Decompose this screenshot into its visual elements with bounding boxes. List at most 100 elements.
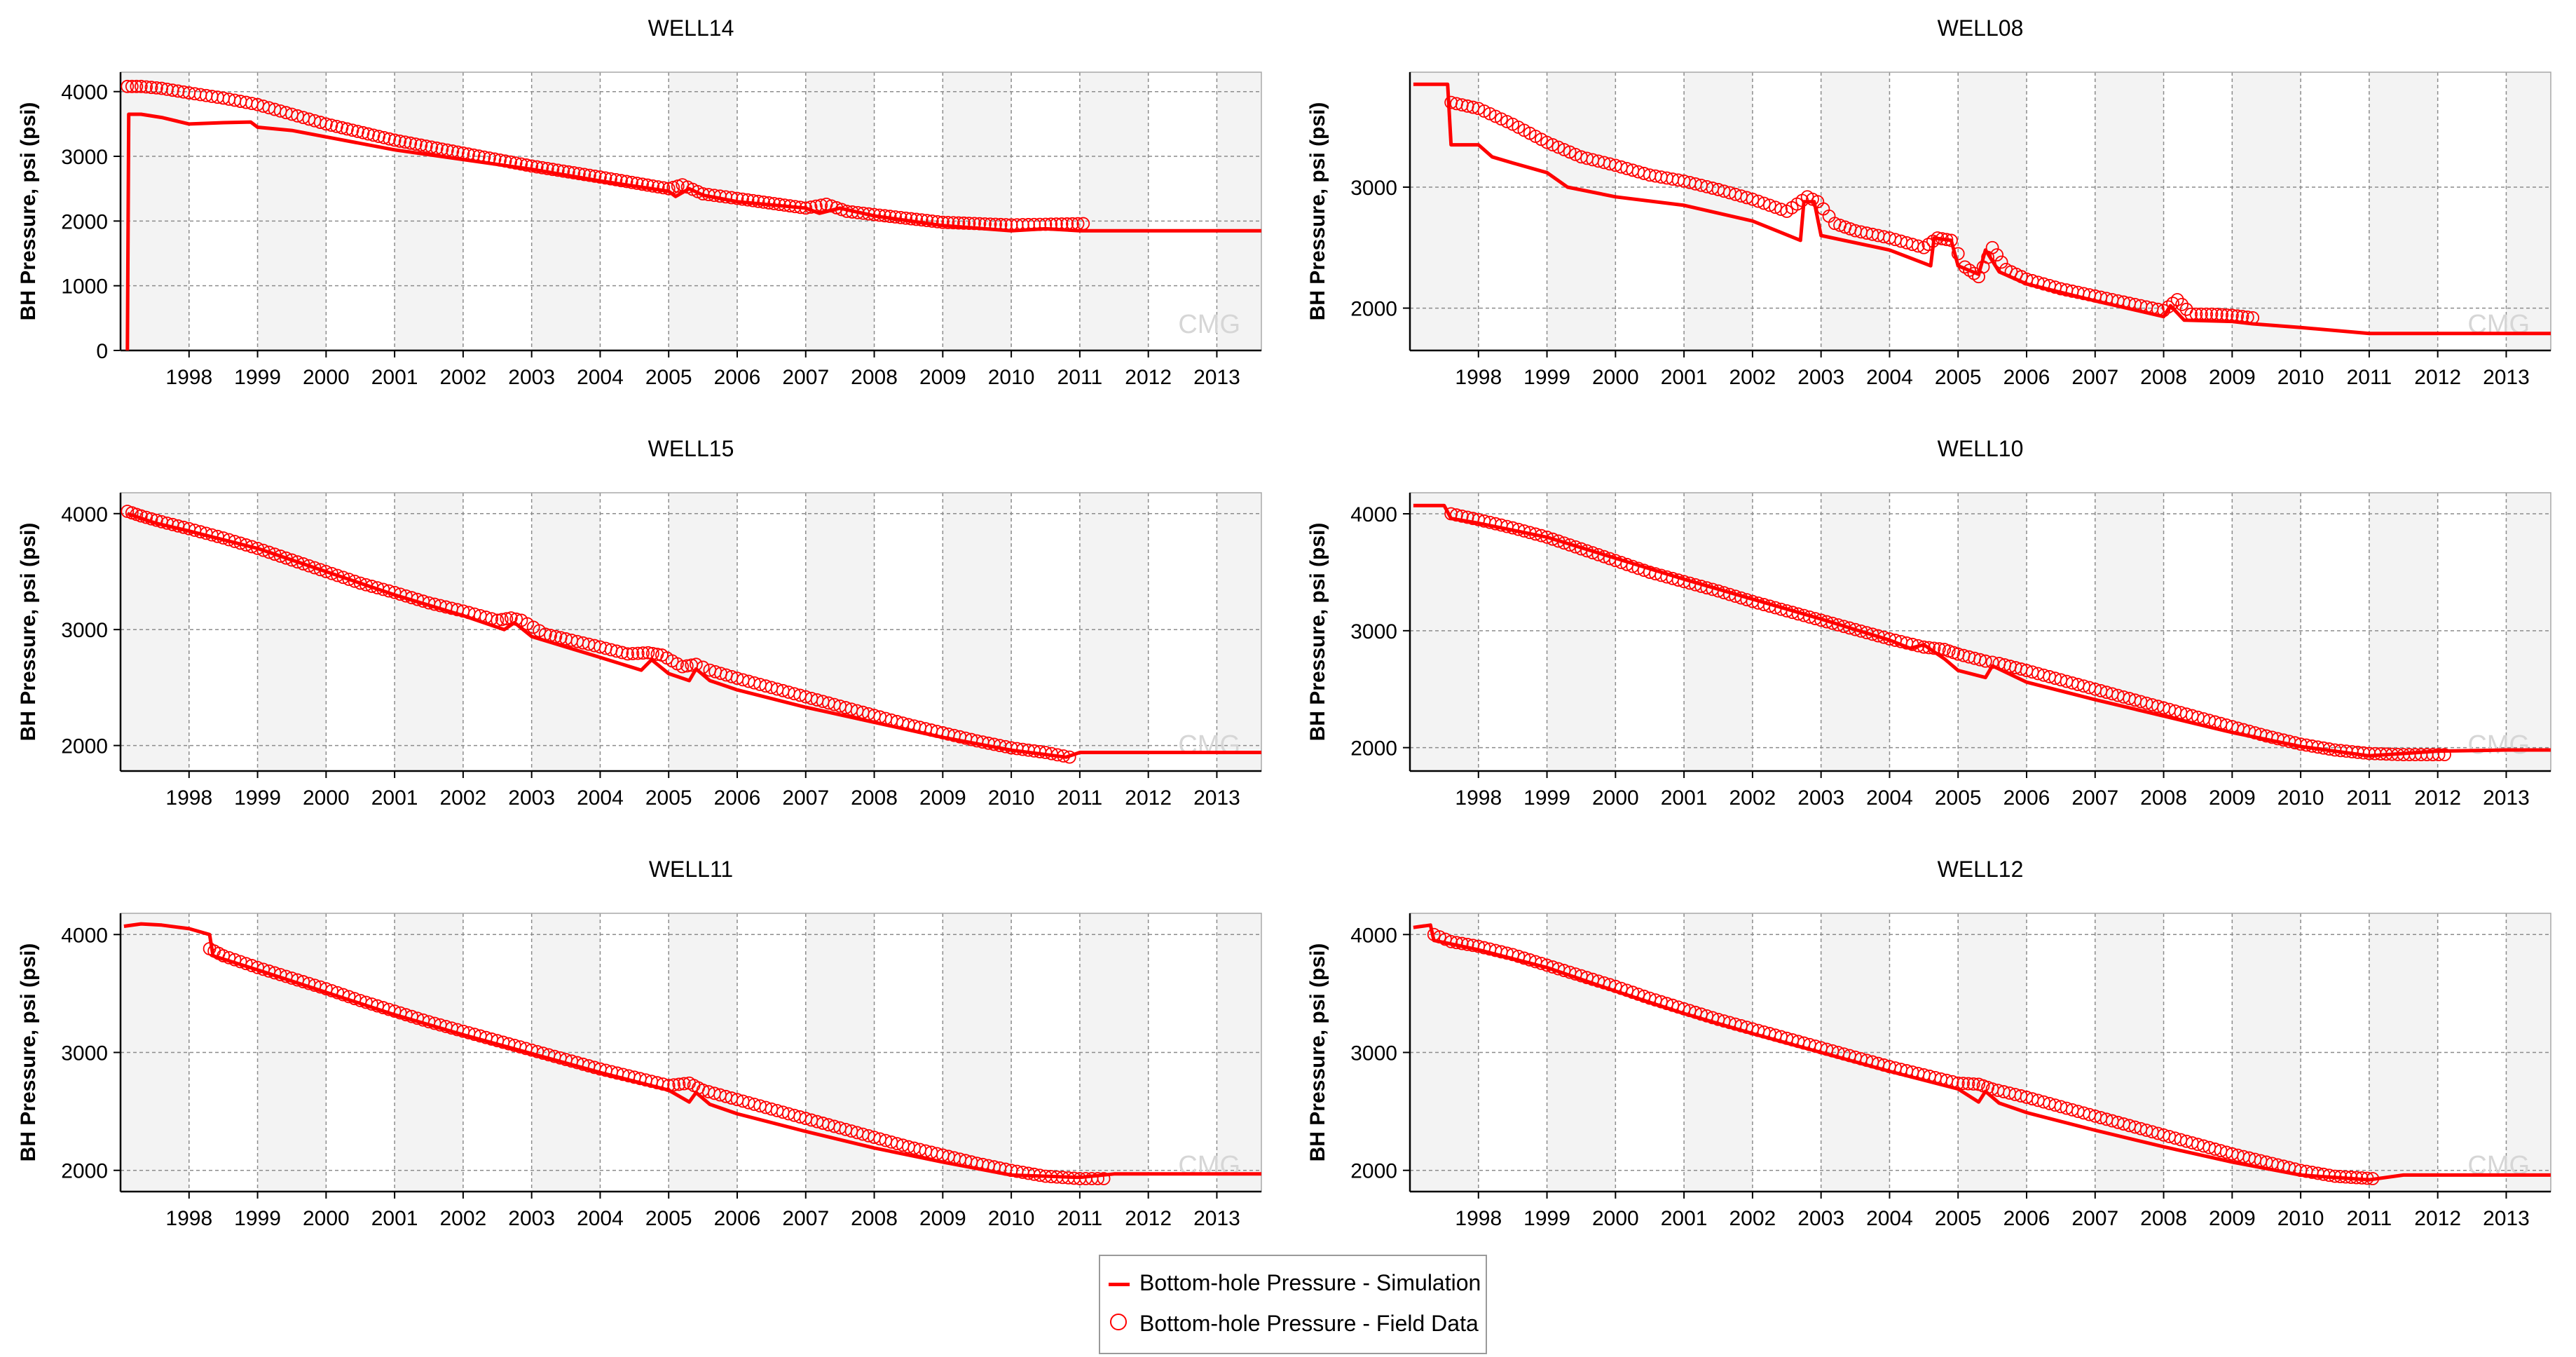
field-data-point	[604, 172, 617, 186]
x-tick-label: 2008	[851, 1207, 898, 1230]
year-band	[2232, 493, 2301, 771]
field-data-point	[936, 215, 950, 229]
x-tick-label: 2004	[577, 366, 624, 389]
field-data-point	[2438, 748, 2451, 762]
year-band	[943, 72, 1012, 350]
x-tick-label: 2008	[2140, 786, 2187, 810]
field-data-point	[1751, 194, 1765, 208]
x-tick-label: 2009	[919, 366, 966, 389]
field-data-point	[640, 178, 655, 192]
field-data-point	[1966, 1077, 1980, 1091]
x-tick-label: 2001	[1661, 786, 1708, 810]
y-tick-label: 2000	[1350, 1160, 1397, 1183]
field-data-point	[1922, 641, 1936, 655]
x-tick-label: 2002	[440, 366, 487, 389]
x-tick-label: 2013	[1193, 786, 1240, 810]
field-data-point	[125, 79, 139, 93]
x-tick-label: 2012	[2414, 366, 2461, 389]
year-band	[669, 493, 737, 771]
y-axis-label: BH Pressure, psi (psi)	[1306, 943, 1329, 1162]
x-tick-label: 2010	[988, 786, 1035, 810]
x-tick-label: 1998	[165, 1207, 212, 1230]
x-tick-label: 2011	[2347, 1207, 2392, 1230]
year-band	[1958, 72, 2027, 350]
field-data-point	[366, 128, 381, 142]
field-data-point	[514, 157, 528, 171]
field-data-point	[561, 165, 575, 179]
y-tick-label: 3000	[61, 146, 108, 169]
x-tick-label: 1999	[234, 786, 281, 810]
series-field-data	[121, 79, 1090, 232]
field-data-point	[741, 193, 755, 207]
field-data-point	[672, 1077, 686, 1091]
x-tick-label: 2007	[782, 1207, 829, 1230]
x-tick-label: 2011	[2347, 366, 2392, 389]
field-data-point	[331, 568, 345, 582]
year-band	[1958, 493, 2027, 771]
field-data-point	[630, 177, 644, 190]
field-data-point	[1757, 196, 1771, 210]
field-data-point	[1769, 200, 1782, 214]
field-data-point	[356, 125, 370, 139]
field-data-point	[302, 559, 316, 573]
field-data-point	[941, 216, 955, 229]
x-tick-label: 2000	[1592, 1207, 1639, 1230]
field-data-point	[319, 117, 333, 131]
field-data-point	[615, 174, 628, 188]
y-tick-label: 4000	[1350, 924, 1397, 947]
field-data-point	[1957, 1077, 1970, 1091]
x-tick-label: 2008	[2140, 1207, 2187, 1230]
series-simulation-line	[125, 112, 1261, 351]
x-tick-label: 1999	[234, 1207, 281, 1230]
series-simulation-line	[1413, 82, 2551, 336]
field-data-point	[1961, 1077, 1975, 1091]
x-tick-label: 2012	[1125, 366, 1172, 389]
field-data-point	[925, 214, 939, 228]
x-tick-label: 2008	[2140, 366, 2187, 389]
year-band	[531, 72, 601, 350]
x-tick-label: 2002	[440, 1207, 487, 1230]
field-data-point	[1483, 107, 1497, 121]
chart-panel-well14: 1998 1999 2000 2001 2002 2003 2004 2005 2006 2007…	[17, 15, 1262, 389]
x-tick-label: 2000	[303, 786, 350, 810]
x-tick-label: 1998	[1455, 1207, 1502, 1230]
field-data-point	[1540, 135, 1554, 149]
year-band	[121, 493, 189, 771]
y-tick-label: 3000	[1350, 620, 1397, 643]
field-data-point	[1994, 255, 2008, 269]
field-data-point	[1494, 112, 1508, 126]
x-tick-label: 2000	[303, 366, 350, 389]
field-data-point	[144, 81, 158, 95]
field-data-point	[914, 213, 929, 227]
x-tick-label: 2004	[577, 1207, 624, 1230]
field-data-point	[1551, 140, 1566, 154]
watermark: CMG	[1178, 730, 1240, 760]
x-tick-label: 2006	[2003, 1207, 2050, 1230]
field-data-point	[646, 179, 660, 193]
field-data-point	[957, 216, 971, 230]
x-tick-label: 2012	[2414, 786, 2461, 810]
y-tick-label: 4000	[61, 924, 108, 947]
year-band	[395, 493, 463, 771]
field-data-point	[651, 180, 665, 194]
field-data-point	[155, 81, 169, 95]
year-band	[2095, 493, 2164, 771]
field-data-point	[1973, 653, 1987, 667]
y-tick-label: 3000	[1350, 177, 1397, 200]
field-data-point	[598, 171, 612, 185]
field-data-point	[1774, 203, 1788, 217]
x-tick-label: 2008	[851, 366, 898, 389]
field-data-point	[594, 170, 607, 184]
x-tick-label: 2006	[2003, 366, 2050, 389]
year-band	[1079, 493, 1149, 771]
field-data-point	[641, 646, 655, 660]
field-data-point	[285, 553, 299, 567]
field-data-point	[1472, 102, 1486, 116]
x-tick-label: 2010	[2277, 1207, 2324, 1230]
data-layer	[1413, 503, 2551, 762]
field-data-point	[377, 130, 391, 144]
year-band	[1217, 72, 1261, 350]
field-data-point	[730, 191, 744, 205]
field-data-point	[414, 138, 428, 152]
y-tick-label: 4000	[1350, 503, 1397, 526]
